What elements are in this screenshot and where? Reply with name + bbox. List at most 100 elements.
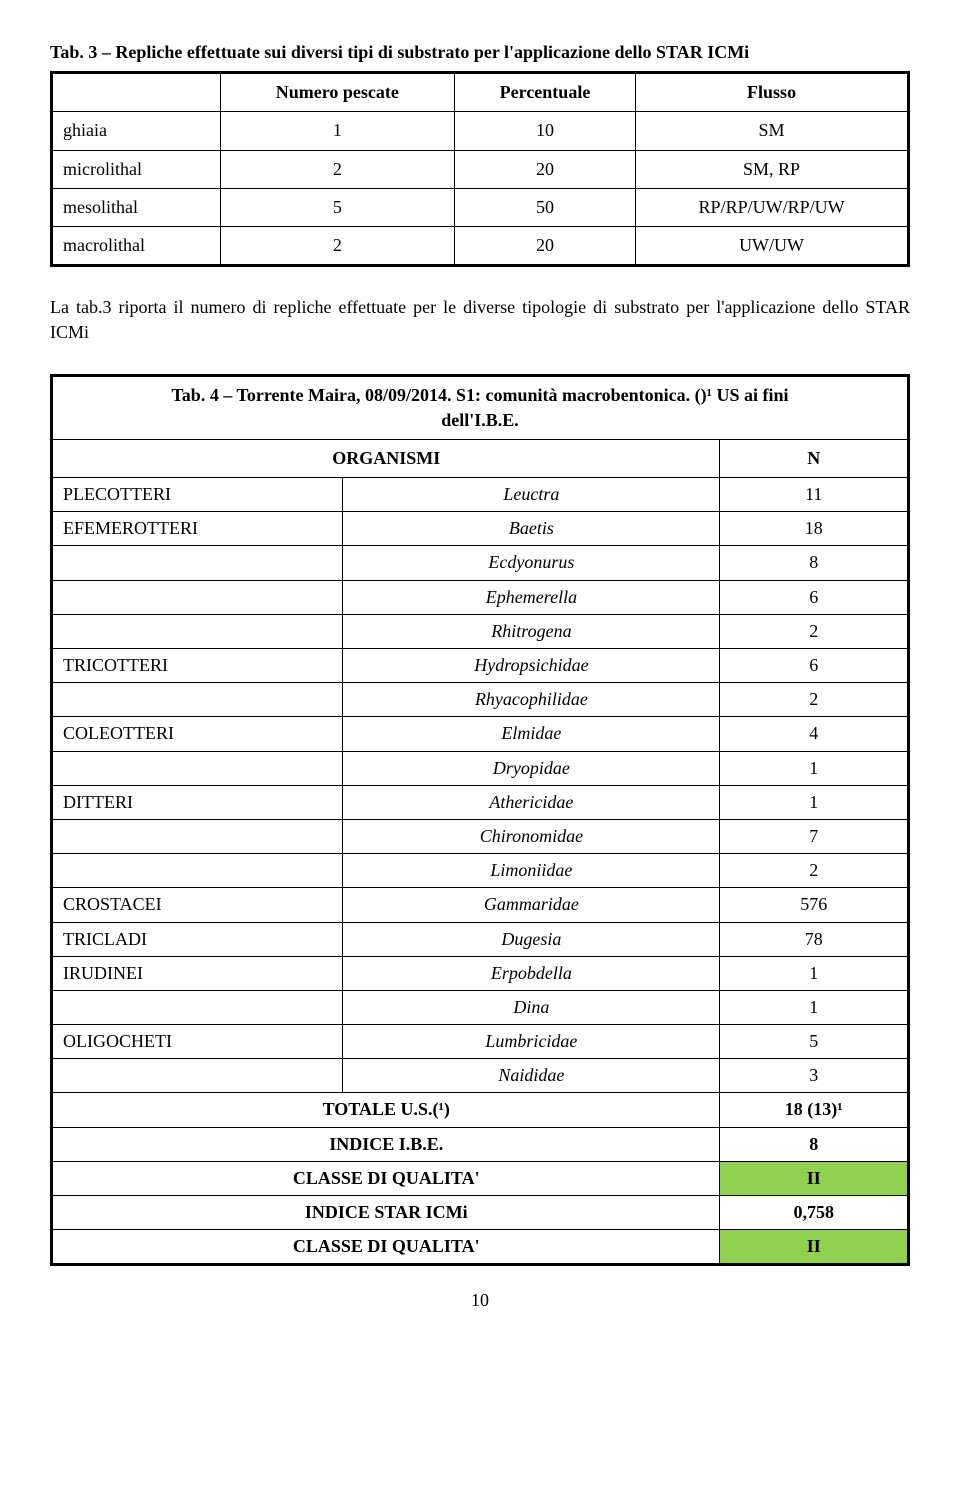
tab3-numero: 1 [220, 112, 454, 150]
tab3-numero: 5 [220, 188, 454, 226]
tab4-n: 2 [720, 854, 909, 888]
tab4-n: 11 [720, 478, 909, 512]
tab4-species: Elmidae [343, 717, 720, 751]
tab4-n: 2 [720, 683, 909, 717]
table-row: IRUDINEIErpobdella1 [52, 956, 909, 990]
tab4-species: Hydropsichidae [343, 649, 720, 683]
table-row: CROSTACEIGammaridae576 [52, 888, 909, 922]
tab4-n: 7 [720, 819, 909, 853]
table-row: EFEMEROTTERIBaetis18 [52, 512, 909, 546]
tab4-group [52, 546, 343, 580]
tab4-footer-value: 8 [720, 1127, 909, 1161]
tab3-numero: 2 [220, 150, 454, 188]
tab4-species: Baetis [343, 512, 720, 546]
tab3-header-numero: Numero pescate [220, 73, 454, 112]
tab4-footer-label: CLASSE DI QUALITA' [52, 1161, 720, 1195]
tab4-group: COLEOTTERI [52, 717, 343, 751]
table-row: Dina1 [52, 990, 909, 1024]
tab4-group [52, 1059, 343, 1093]
tab3-label: microlithal [52, 150, 221, 188]
tab3-percentuale: 20 [454, 226, 635, 265]
tab4-species: Limoniidae [343, 854, 720, 888]
table-row: DITTERIAthericidae1 [52, 785, 909, 819]
tab4-species: Dugesia [343, 922, 720, 956]
tab3-title: Tab. 3 – Repliche effettuate sui diversi… [50, 40, 910, 65]
tab3-percentuale: 20 [454, 150, 635, 188]
tab4-footer-value: II [720, 1230, 909, 1265]
tab3-label: ghiaia [52, 112, 221, 150]
tab4-group [52, 990, 343, 1024]
table-row: Rhyacophilidae2 [52, 683, 909, 717]
table-row: Dryopidae1 [52, 751, 909, 785]
table-row: INDICE I.B.E.8 [52, 1127, 909, 1161]
tab4-group: DITTERI [52, 785, 343, 819]
tab4-header-n: N [720, 439, 909, 477]
table-row: CLASSE DI QUALITA'II [52, 1230, 909, 1265]
tab4-species: Dina [343, 990, 720, 1024]
tab3-flusso: SM [636, 112, 909, 150]
tab4-species: Athericidae [343, 785, 720, 819]
tab4-n: 1 [720, 785, 909, 819]
tab3-flusso: RP/RP/UW/RP/UW [636, 188, 909, 226]
tab3-percentuale: 10 [454, 112, 635, 150]
tab4-species: Rhyacophilidae [343, 683, 720, 717]
table-row: ghiaia110SM [52, 112, 909, 150]
tab4-title-line2: dell'I.B.E. [63, 408, 897, 433]
tab3-header-row: Numero pescate Percentuale Flusso [52, 73, 909, 112]
tab4-title-row: Tab. 4 – Torrente Maira, 08/09/2014. S1:… [52, 375, 909, 439]
table-row: Ecdyonurus8 [52, 546, 909, 580]
table-row: TOTALE U.S.(¹)18 (13)¹ [52, 1093, 909, 1127]
tab4-species: Dryopidae [343, 751, 720, 785]
tab4-footer-value: 0,758 [720, 1196, 909, 1230]
tab4-n: 2 [720, 614, 909, 648]
paragraph-text: La tab.3 riporta il numero di repliche e… [50, 295, 910, 345]
tab4-footer-value: 18 (13)¹ [720, 1093, 909, 1127]
tab3-numero: 2 [220, 226, 454, 265]
tab3-header-flusso: Flusso [636, 73, 909, 112]
tab4-n: 78 [720, 922, 909, 956]
table-row: INDICE STAR ICMi0,758 [52, 1196, 909, 1230]
tab3-flusso: UW/UW [636, 226, 909, 265]
tab4-n: 5 [720, 1025, 909, 1059]
table-row: PLECOTTERILeuctra11 [52, 478, 909, 512]
tab4-species: Erpobdella [343, 956, 720, 990]
tab4-species: Naididae [343, 1059, 720, 1093]
table-row: microlithal220SM, RP [52, 150, 909, 188]
tab4-group: PLECOTTERI [52, 478, 343, 512]
tab4-footer-label: CLASSE DI QUALITA' [52, 1230, 720, 1265]
tab4-n: 576 [720, 888, 909, 922]
table-row: Rhitrogena2 [52, 614, 909, 648]
tab3-header-percentuale: Percentuale [454, 73, 635, 112]
tab4-footer-label: INDICE STAR ICMi [52, 1196, 720, 1230]
tab4-species: Leuctra [343, 478, 720, 512]
tab4-species: Ephemerella [343, 580, 720, 614]
tab4-table: Tab. 4 – Torrente Maira, 08/09/2014. S1:… [50, 374, 910, 1267]
tab4-species: Rhitrogena [343, 614, 720, 648]
tab4-n: 18 [720, 512, 909, 546]
tab4-group: EFEMEROTTERI [52, 512, 343, 546]
tab4-n: 1 [720, 956, 909, 990]
tab4-group [52, 751, 343, 785]
tab4-group [52, 614, 343, 648]
tab3-label: macrolithal [52, 226, 221, 265]
tab4-species: Lumbricidae [343, 1025, 720, 1059]
tab4-header-row: ORGANISMI N [52, 439, 909, 477]
tab4-group: TRICOTTERI [52, 649, 343, 683]
tab4-species: Gammaridae [343, 888, 720, 922]
tab4-footer-label: INDICE I.B.E. [52, 1127, 720, 1161]
table-row: Ephemerella6 [52, 580, 909, 614]
tab4-n: 4 [720, 717, 909, 751]
tab4-footer-label: TOTALE U.S.(¹) [52, 1093, 720, 1127]
table-row: Naididae3 [52, 1059, 909, 1093]
tab4-group: IRUDINEI [52, 956, 343, 990]
tab4-n: 3 [720, 1059, 909, 1093]
table-row: Chironomidae7 [52, 819, 909, 853]
tab4-title-line1: Tab. 4 – Torrente Maira, 08/09/2014. S1:… [63, 383, 897, 408]
tab4-n: 8 [720, 546, 909, 580]
page-number: 10 [50, 1288, 910, 1313]
table-row: CLASSE DI QUALITA'II [52, 1161, 909, 1195]
tab3-label: mesolithal [52, 188, 221, 226]
tab4-n: 6 [720, 580, 909, 614]
tab4-footer-value: II [720, 1161, 909, 1195]
table-row: COLEOTTERIElmidae4 [52, 717, 909, 751]
